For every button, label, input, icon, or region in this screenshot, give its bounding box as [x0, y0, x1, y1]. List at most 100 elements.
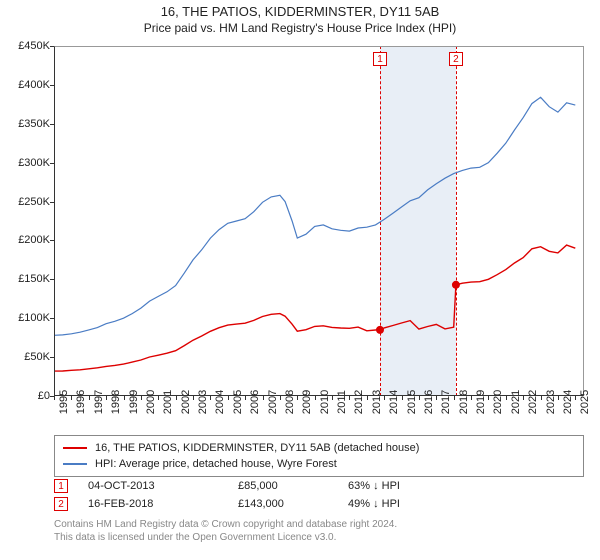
x-axis-label: 2005 — [232, 390, 244, 414]
legend-label: 16, THE PATIOS, KIDDERMINSTER, DY11 5AB … — [95, 442, 419, 454]
x-axis-label: 2009 — [301, 390, 313, 414]
page-title: 16, THE PATIOS, KIDDERMINSTER, DY11 5AB — [0, 4, 600, 19]
x-tick — [193, 396, 194, 400]
x-tick — [158, 396, 159, 400]
x-axis-label: 2007 — [267, 390, 279, 414]
y-tick — [50, 240, 54, 241]
sale-price: £143,000 — [238, 498, 348, 510]
x-axis-label: 2018 — [458, 390, 470, 414]
x-tick — [245, 396, 246, 400]
sales-table: 1 04-OCT-2013£85,00063% ↓ HPI 2 16-FEB-2018… — [54, 477, 584, 513]
x-tick — [263, 396, 264, 400]
y-tick — [50, 202, 54, 203]
legend-item: 16, THE PATIOS, KIDDERMINSTER, DY11 5AB … — [63, 440, 575, 456]
x-axis-label: 2015 — [406, 390, 418, 414]
x-axis-label: 2016 — [423, 390, 435, 414]
x-axis-label: 2006 — [249, 390, 261, 414]
legend-swatch — [63, 463, 87, 465]
y-axis-label: £450K — [18, 40, 50, 52]
x-axis-label: 2019 — [475, 390, 487, 414]
x-axis-label: 2002 — [180, 390, 192, 414]
x-axis-label: 2022 — [527, 390, 539, 414]
sale-price: £85,000 — [238, 480, 348, 492]
x-tick — [89, 396, 90, 400]
x-tick — [454, 396, 455, 400]
y-axis-label: £300K — [18, 157, 50, 169]
plot-border — [54, 46, 584, 396]
x-axis-label: 2024 — [562, 390, 574, 414]
page-subtitle: Price paid vs. HM Land Registry's House … — [0, 21, 600, 35]
sale-marker: 1 — [373, 52, 387, 66]
x-tick — [471, 396, 472, 400]
x-tick — [541, 396, 542, 400]
y-axis-label: £350K — [18, 118, 50, 130]
footnote: Contains HM Land Registry data © Crown c… — [54, 518, 584, 544]
y-tick — [50, 163, 54, 164]
y-tick — [50, 279, 54, 280]
legend-item: HPI: Average price, detached house, Wyre… — [63, 456, 575, 472]
x-axis-label: 1996 — [75, 390, 87, 414]
x-tick — [506, 396, 507, 400]
y-tick — [50, 318, 54, 319]
x-axis-label: 2012 — [353, 390, 365, 414]
x-axis-label: 2014 — [388, 390, 400, 414]
x-axis-label: 1999 — [128, 390, 140, 414]
x-axis-label: 2001 — [162, 390, 174, 414]
x-tick — [332, 396, 333, 400]
x-axis-label: 2020 — [492, 390, 504, 414]
footnote-line: This data is licensed under the Open Gov… — [54, 532, 336, 543]
x-tick — [419, 396, 420, 400]
footnote-line: Contains HM Land Registry data © Crown c… — [54, 519, 397, 530]
sale-row: 2 16-FEB-2018£143,00049% ↓ HPI — [54, 495, 584, 513]
x-axis-label: 2000 — [145, 390, 157, 414]
legend-swatch — [63, 447, 87, 449]
x-tick — [106, 396, 107, 400]
x-tick — [558, 396, 559, 400]
x-tick — [124, 396, 125, 400]
chart: £0£50K£100K£150K£200K£250K£300K£350K£400… — [54, 46, 584, 396]
x-tick — [488, 396, 489, 400]
sale-hpi: 49% ↓ HPI — [348, 498, 488, 510]
y-axis-label: £150K — [18, 273, 50, 285]
x-tick — [228, 396, 229, 400]
x-tick — [176, 396, 177, 400]
sale-hpi: 63% ↓ HPI — [348, 480, 488, 492]
y-tick — [50, 85, 54, 86]
sale-date: 04-OCT-2013 — [88, 480, 238, 492]
y-axis-label: £100K — [18, 312, 50, 324]
y-tick — [50, 46, 54, 47]
y-axis-label: £50K — [24, 351, 50, 363]
x-tick — [436, 396, 437, 400]
sale-marker-ref: 1 — [54, 479, 68, 493]
x-tick — [315, 396, 316, 400]
x-axis-label: 2003 — [197, 390, 209, 414]
x-tick — [71, 396, 72, 400]
x-tick — [280, 396, 281, 400]
x-tick — [367, 396, 368, 400]
x-axis-label: 2010 — [319, 390, 331, 414]
x-tick — [402, 396, 403, 400]
x-tick — [210, 396, 211, 400]
x-axis-label: 2004 — [214, 390, 226, 414]
legend-label: HPI: Average price, detached house, Wyre… — [95, 458, 337, 470]
sale-date: 16-FEB-2018 — [88, 498, 238, 510]
x-tick — [297, 396, 298, 400]
x-tick — [349, 396, 350, 400]
sale-row: 1 04-OCT-2013£85,00063% ↓ HPI — [54, 477, 584, 495]
x-axis-label: 2013 — [371, 390, 383, 414]
y-axis-label: £200K — [18, 234, 50, 246]
x-axis-label: 2025 — [579, 390, 591, 414]
x-axis-label: 1997 — [93, 390, 105, 414]
x-tick — [575, 396, 576, 400]
sale-marker: 2 — [449, 52, 463, 66]
x-axis-label: 2017 — [440, 390, 452, 414]
x-axis-label: 1998 — [110, 390, 122, 414]
y-axis-label: £0 — [38, 390, 50, 402]
x-tick — [523, 396, 524, 400]
x-axis-label: 2008 — [284, 390, 296, 414]
y-axis-label: £250K — [18, 196, 50, 208]
legend: 16, THE PATIOS, KIDDERMINSTER, DY11 5AB … — [54, 435, 584, 477]
x-tick — [384, 396, 385, 400]
x-axis-label: 1995 — [58, 390, 70, 414]
sale-marker-ref: 2 — [54, 497, 68, 511]
